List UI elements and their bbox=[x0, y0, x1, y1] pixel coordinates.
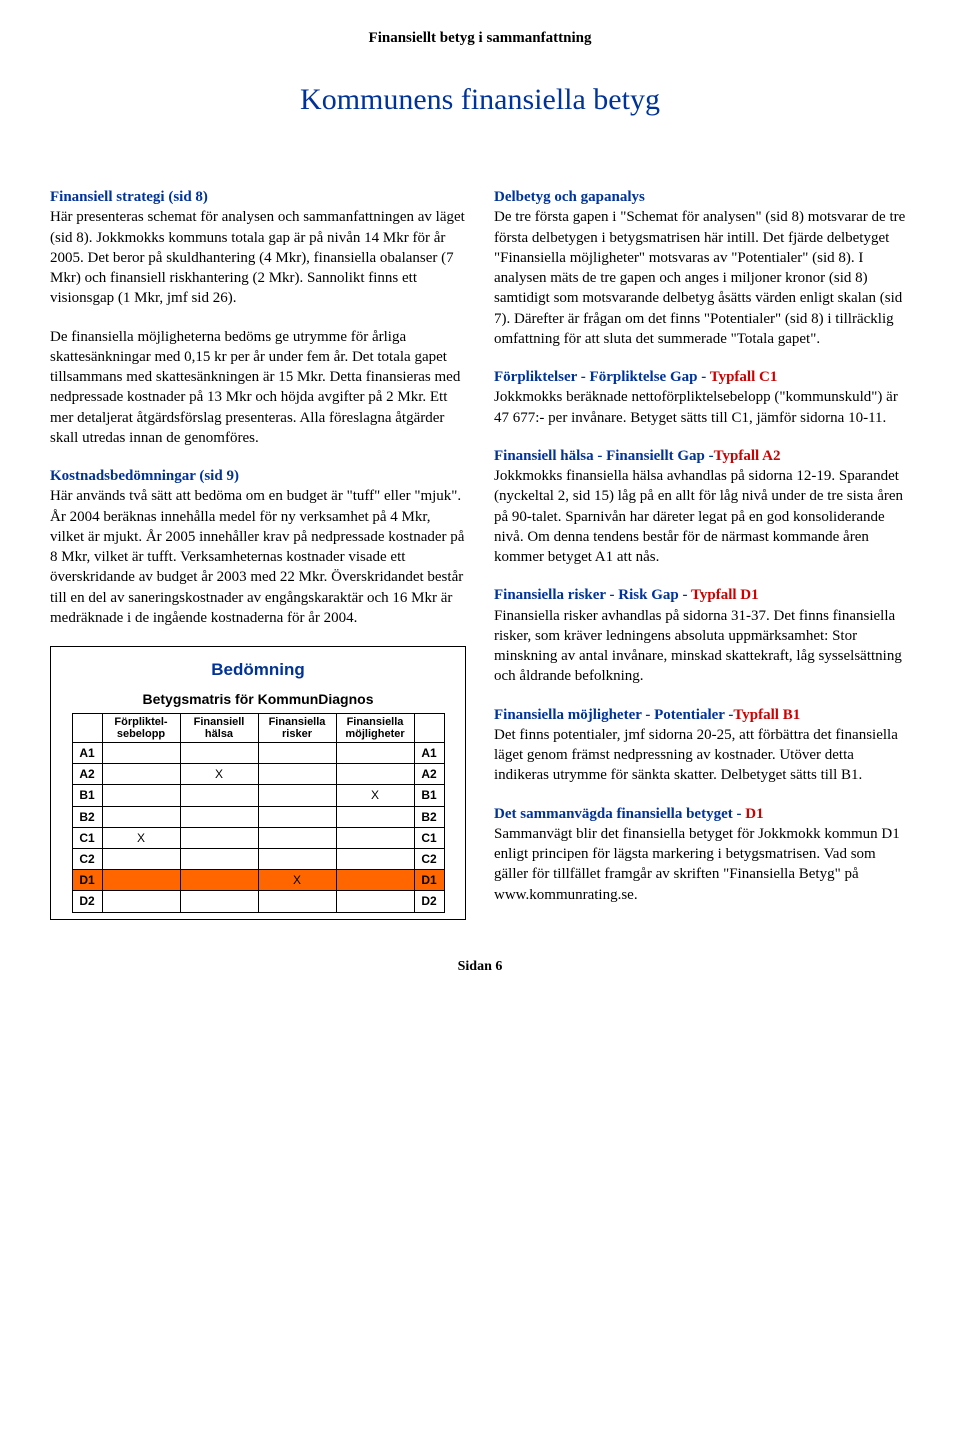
matris-cell bbox=[258, 848, 336, 869]
matris-cell: X bbox=[180, 764, 258, 785]
bedomning-box: Bedömning Betygsmatris för KommunDiagnos… bbox=[50, 646, 466, 920]
table-row: C1XC1 bbox=[72, 827, 444, 848]
matris-cell bbox=[102, 870, 180, 891]
matris-cell bbox=[180, 806, 258, 827]
table-row: B2 B2 bbox=[72, 806, 444, 827]
kostnadsbedomningar-heading: Kostnadsbedömningar (sid 9) bbox=[50, 468, 239, 484]
matris-cell bbox=[258, 827, 336, 848]
row-label-left: B2 bbox=[72, 806, 102, 827]
matris-cell bbox=[336, 764, 414, 785]
matris-cell bbox=[180, 743, 258, 764]
col-finansiella-mojligheter: Finansiellamöjligheter bbox=[336, 713, 414, 742]
halsa-heading: Finansiell hälsa - Finansiellt Gap - bbox=[494, 448, 714, 464]
table-row: D2 D2 bbox=[72, 891, 444, 912]
row-label-right: D2 bbox=[414, 891, 444, 912]
betygsmatris-table: Förpliktel-sebelopp Finansiellhälsa Fina… bbox=[72, 713, 445, 913]
matris-cell bbox=[336, 848, 414, 869]
risker-typfall: Typfall D1 bbox=[691, 587, 759, 603]
forpliktelser-p: Jokkmokks beräknade nettoförpliktelsebel… bbox=[494, 389, 898, 425]
matris-cell bbox=[102, 764, 180, 785]
row-label-right: A2 bbox=[414, 764, 444, 785]
col-forpliktelsebelopp: Förpliktel-sebelopp bbox=[102, 713, 180, 742]
matris-cell bbox=[258, 764, 336, 785]
matris-cell bbox=[258, 743, 336, 764]
matris-cell bbox=[102, 806, 180, 827]
sammanvagt-typfall: D1 bbox=[745, 806, 763, 822]
row-label-left: C1 bbox=[72, 827, 102, 848]
matris-cell bbox=[258, 785, 336, 806]
matris-subtitle: Betygsmatris för KommunDiagnos bbox=[51, 690, 465, 709]
bedomning-title: Bedömning bbox=[51, 659, 465, 682]
matris-cell bbox=[102, 743, 180, 764]
delbetyg-p: De tre första gapen i "Schemat för analy… bbox=[494, 209, 905, 347]
sammanvagt-heading: Det sammanvägda finansiella betyget - bbox=[494, 806, 745, 822]
forpliktelser-typfall: Typfall C1 bbox=[710, 369, 778, 385]
finansiell-strategi-p1: Här presenteras schemat för analysen och… bbox=[50, 209, 465, 306]
matris-cell bbox=[258, 806, 336, 827]
matris-cell bbox=[180, 891, 258, 912]
table-row: A1 A1 bbox=[72, 743, 444, 764]
page-footer: Sidan 6 bbox=[50, 959, 910, 975]
row-label-left: D1 bbox=[72, 870, 102, 891]
risker-p: Finansiella risker avhandlas på sidorna … bbox=[494, 608, 902, 685]
left-column: Finansiell strategi (sid 8) Här presente… bbox=[50, 187, 466, 923]
row-label-left: C2 bbox=[72, 848, 102, 869]
row-label-left: B1 bbox=[72, 785, 102, 806]
row-label-right: D1 bbox=[414, 870, 444, 891]
row-label-left: A1 bbox=[72, 743, 102, 764]
table-corner bbox=[72, 713, 102, 742]
two-column-layout: Finansiell strategi (sid 8) Här presente… bbox=[50, 187, 910, 923]
table-row: C2 C2 bbox=[72, 848, 444, 869]
main-title: Kommunens finansiella betyg bbox=[50, 83, 910, 117]
matris-cell bbox=[180, 785, 258, 806]
matris-cell bbox=[336, 827, 414, 848]
matris-cell bbox=[258, 891, 336, 912]
risker-heading: Finansiella risker - Risk Gap - bbox=[494, 587, 691, 603]
table-corner-right bbox=[414, 713, 444, 742]
page-header: Finansiellt betyg i sammanfattning bbox=[50, 30, 910, 47]
matris-cell bbox=[336, 870, 414, 891]
mojligheter-heading: Finansiella möjligheter - Potentialer - bbox=[494, 707, 733, 723]
row-label-left: A2 bbox=[72, 764, 102, 785]
row-label-right: C1 bbox=[414, 827, 444, 848]
matris-cell bbox=[180, 827, 258, 848]
matris-cell bbox=[102, 848, 180, 869]
col-finansiell-halsa: Finansiellhälsa bbox=[180, 713, 258, 742]
row-label-right: A1 bbox=[414, 743, 444, 764]
matris-cell bbox=[102, 891, 180, 912]
matris-cell bbox=[336, 806, 414, 827]
finansiell-strategi-p2: De finansiella möjligheterna bedöms ge u… bbox=[50, 329, 460, 446]
kostnadsbedomningar-p: Här används två sätt att bedöma om en bu… bbox=[50, 488, 464, 626]
forpliktelser-heading: Förpliktelser - Förpliktelse Gap - bbox=[494, 369, 710, 385]
matris-cell bbox=[180, 870, 258, 891]
matris-cell bbox=[102, 785, 180, 806]
mojligheter-typfall: Typfall B1 bbox=[733, 707, 800, 723]
row-label-right: B2 bbox=[414, 806, 444, 827]
table-row: A2 X A2 bbox=[72, 764, 444, 785]
table-row: D1 X D1 bbox=[72, 870, 444, 891]
right-column: Delbetyg och gapanalys De tre första gap… bbox=[494, 187, 910, 923]
row-label-left: D2 bbox=[72, 891, 102, 912]
col-finansiella-risker: Finansiellarisker bbox=[258, 713, 336, 742]
matris-cell bbox=[336, 891, 414, 912]
halsa-typfall: Typfall A2 bbox=[714, 448, 781, 464]
mojligheter-p: Det finns potentialer, jmf sidorna 20-25… bbox=[494, 727, 898, 784]
matris-cell: X bbox=[336, 785, 414, 806]
row-label-right: C2 bbox=[414, 848, 444, 869]
sammanvagt-p: Sammanvägt blir det finansiella betyget … bbox=[494, 826, 900, 903]
halsa-p: Jokkmokks finansiella hälsa avhandlas på… bbox=[494, 468, 903, 565]
finansiell-strategi-heading: Finansiell strategi (sid 8) bbox=[50, 189, 208, 205]
row-label-right: B1 bbox=[414, 785, 444, 806]
matris-cell bbox=[336, 743, 414, 764]
matris-cell: X bbox=[102, 827, 180, 848]
matris-cell: X bbox=[258, 870, 336, 891]
delbetyg-heading: Delbetyg och gapanalys bbox=[494, 189, 645, 205]
matris-cell bbox=[180, 848, 258, 869]
table-row: B1XB1 bbox=[72, 785, 444, 806]
